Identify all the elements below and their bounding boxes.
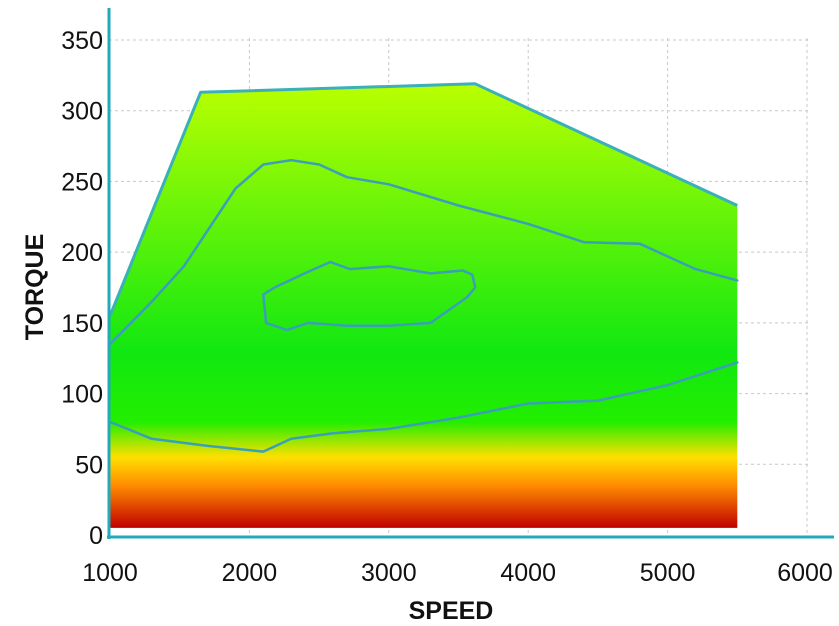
y-tick-label-300: 300	[61, 98, 103, 126]
contour-line-1	[108, 158, 739, 346]
x-tick-label-5000: 5000	[640, 559, 696, 587]
efficiency-map-area	[110, 83, 738, 528]
y-tick-label-250: 250	[61, 168, 103, 196]
x-tick-label-3000: 3000	[361, 559, 417, 587]
y-axis-title: TORQUE	[21, 234, 49, 341]
x-tick-label-2000: 2000	[222, 559, 278, 587]
efficiency-contours	[108, 158, 739, 453]
x-axis-title: SPEED	[409, 597, 494, 625]
max-torque-curve	[108, 82, 738, 317]
y-tick-label-50: 50	[75, 451, 103, 479]
y-tick-label-150: 150	[61, 310, 103, 338]
max-torque-line	[108, 82, 738, 317]
x-tick-label-6000: 6000	[777, 559, 833, 587]
axes	[107, 8, 834, 539]
contour-line-3	[262, 260, 477, 332]
y-tick-label-100: 100	[61, 381, 103, 409]
y-tick-label-350: 350	[61, 27, 103, 55]
y-tick-label-0: 0	[89, 522, 103, 550]
y-tick-label-200: 200	[61, 239, 103, 267]
contour-line-2	[108, 361, 739, 453]
x-tick-label-4000: 4000	[500, 559, 556, 587]
operating-region-fill	[110, 83, 738, 528]
tick-labels: 1000 2000 3000 4000 5000 6000 0 50 100 150 200 250 3…	[61, 27, 833, 587]
x-tick-label-1000: 1000	[82, 559, 138, 587]
